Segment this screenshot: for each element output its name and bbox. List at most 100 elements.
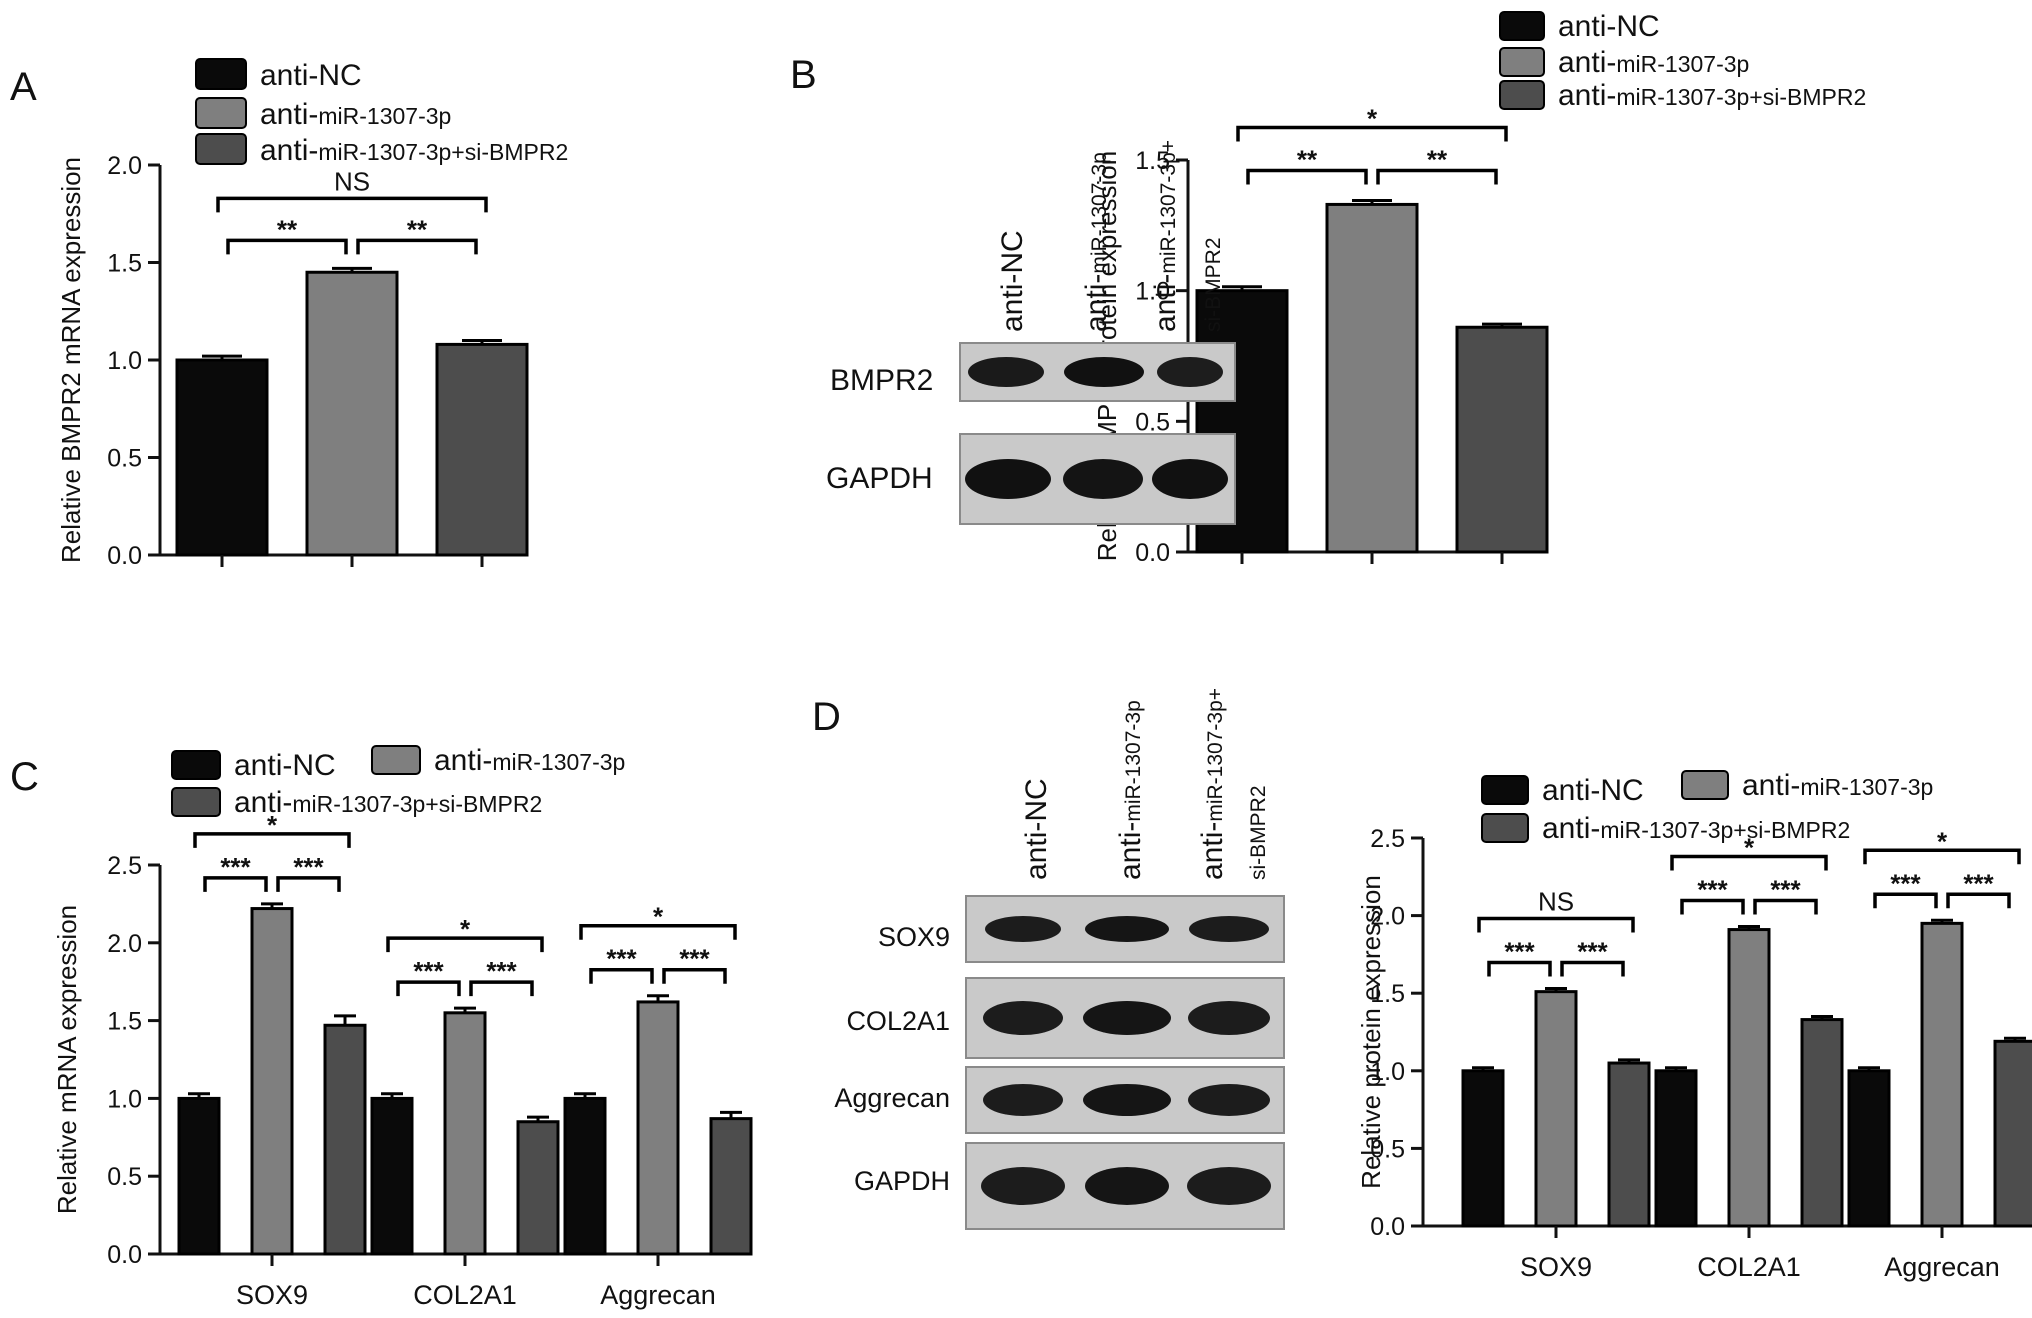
legend-label: anti-miR-1307-3p (260, 98, 451, 131)
bar (563, 1096, 607, 1256)
significance-label: ** (1297, 145, 1318, 175)
significance-label: * (267, 810, 278, 840)
significance-bracket (203, 876, 268, 892)
significance-bracket (1376, 168, 1498, 185)
legend-label: anti-NC (1558, 10, 1660, 43)
blot-label: Aggrecan (834, 1083, 950, 1113)
blot-band (1063, 459, 1143, 499)
legend-label: anti-NC (234, 749, 336, 782)
y-tick-label: 1.5 (107, 1008, 142, 1036)
bar (435, 342, 529, 557)
legend-label: anti-miR-1307-3p+si-BMPR2 (1558, 79, 1866, 112)
blot-band (1085, 1167, 1169, 1205)
significance-label: ** (407, 214, 428, 244)
bar (1461, 1069, 1505, 1228)
y-tick-label: 0.0 (1135, 539, 1170, 567)
y-tick-label: 1.0 (1135, 278, 1170, 306)
bar (1325, 202, 1419, 554)
x-category-label: COL2A1 (1697, 1252, 1801, 1282)
y-tick-label: 1.0 (1370, 1058, 1405, 1086)
y-tick-label: 1.0 (107, 1085, 142, 1113)
y-tick-label: 0.0 (107, 542, 142, 570)
lane-label: anti-miR-1307-3p+ (1196, 688, 1229, 880)
legend-label: anti-NC (260, 59, 362, 92)
significance-label: *** (1963, 868, 1994, 898)
significance-label: *** (486, 956, 517, 986)
y-tick-label: 1.5 (1135, 147, 1170, 175)
legend-label: anti-NC (1542, 774, 1644, 807)
significance-label: * (1937, 826, 1948, 856)
blot-label: COL2A1 (846, 1006, 950, 1036)
y-tick-label: 1.5 (1370, 980, 1405, 1008)
x-category-label: Aggrecan (600, 1280, 716, 1310)
legend-label: anti-miR-1307-3p (1742, 769, 1933, 802)
significance-label: *** (293, 852, 324, 882)
significance-label: *** (413, 956, 444, 986)
significance-bracket (193, 832, 351, 848)
legend-swatch (1481, 813, 1529, 843)
significance-bracket (396, 980, 461, 997)
significance-label: *** (220, 852, 251, 882)
significance-bracket (216, 196, 488, 213)
significance-label: ** (1427, 145, 1448, 175)
significance-label: *** (606, 944, 637, 974)
lane-label: anti-NC (1020, 778, 1053, 880)
x-category-label: SOX9 (236, 1280, 308, 1310)
y-tick-label: 2.0 (107, 152, 142, 180)
significance-label: * (653, 902, 664, 932)
bar (175, 358, 269, 557)
legend-swatch (1499, 11, 1545, 41)
legend-swatch (1681, 770, 1729, 800)
western-blot-d: anti-NC anti-miR-1307-3p anti-miR-1307-3p+… (834, 688, 1285, 1230)
y-tick-label: 1.0 (107, 347, 142, 375)
significance-bracket (1670, 854, 1828, 871)
y-tick-label: 2.5 (1370, 825, 1405, 853)
significance-label: *** (679, 944, 710, 974)
bar (636, 1000, 680, 1256)
bar (1727, 928, 1771, 1228)
bar (1455, 325, 1549, 554)
significance-label: ** (277, 214, 298, 244)
significance-bracket (226, 238, 348, 255)
blot-band (983, 1084, 1063, 1116)
legend-label: anti-miR-1307-3p (434, 744, 625, 777)
legend-swatch (195, 133, 247, 165)
western-blot-b: anti-NC anti-miR-1307-3p anti-miR-1307-3p+… (826, 140, 1236, 525)
blot-label: GAPDH (854, 1166, 950, 1196)
chart-panel-a: 0.0 0.5 1.0 1.5 2.0 Relative BMPR2 mRNA expre… (56, 152, 529, 570)
significance-bracket (1246, 168, 1368, 185)
bar (516, 1120, 560, 1256)
y-axis-label: Relative BMPR2 mRNA expression (56, 157, 86, 563)
legends: anti-NC anti-miR-1307-3p anti-miR-1307-3p+… (171, 10, 1933, 845)
significance-label: * (1744, 832, 1755, 862)
significance-bracket (1560, 960, 1625, 977)
legend-swatch (171, 787, 221, 817)
legend-swatch (195, 97, 247, 129)
y-tick-label: 0.5 (107, 1163, 142, 1191)
blot-band (1188, 1084, 1270, 1116)
bar (1847, 1069, 1891, 1228)
legend-label: anti-miR-1307-3p+si-BMPR2 (234, 786, 542, 819)
legend-label: anti-miR-1307-3p+si-BMPR2 (1542, 812, 1850, 845)
y-tick-label: 1.5 (107, 250, 142, 278)
bar (1607, 1061, 1651, 1228)
significance-label: * (1367, 104, 1378, 134)
legend-swatch (195, 58, 247, 90)
panel-letter-a: A (10, 65, 37, 109)
significance-bracket (469, 980, 534, 997)
lane-label: si-BMPR2 (1202, 237, 1225, 332)
y-tick-label: 2.5 (107, 852, 142, 880)
bar (305, 270, 399, 557)
legend-swatch (1499, 47, 1545, 77)
significance-label: *** (1504, 937, 1535, 967)
blot-label: SOX9 (878, 922, 950, 952)
y-tick-label: 0.5 (1135, 408, 1170, 436)
blot-band (1064, 357, 1144, 387)
significance-bracket (356, 238, 478, 255)
significance-bracket (276, 876, 341, 892)
significance-bracket (386, 936, 544, 953)
blot-band (968, 357, 1044, 387)
x-category-label: Aggrecan (1884, 1252, 2000, 1282)
blot-band (1085, 916, 1169, 942)
legend-swatch (1481, 775, 1529, 805)
